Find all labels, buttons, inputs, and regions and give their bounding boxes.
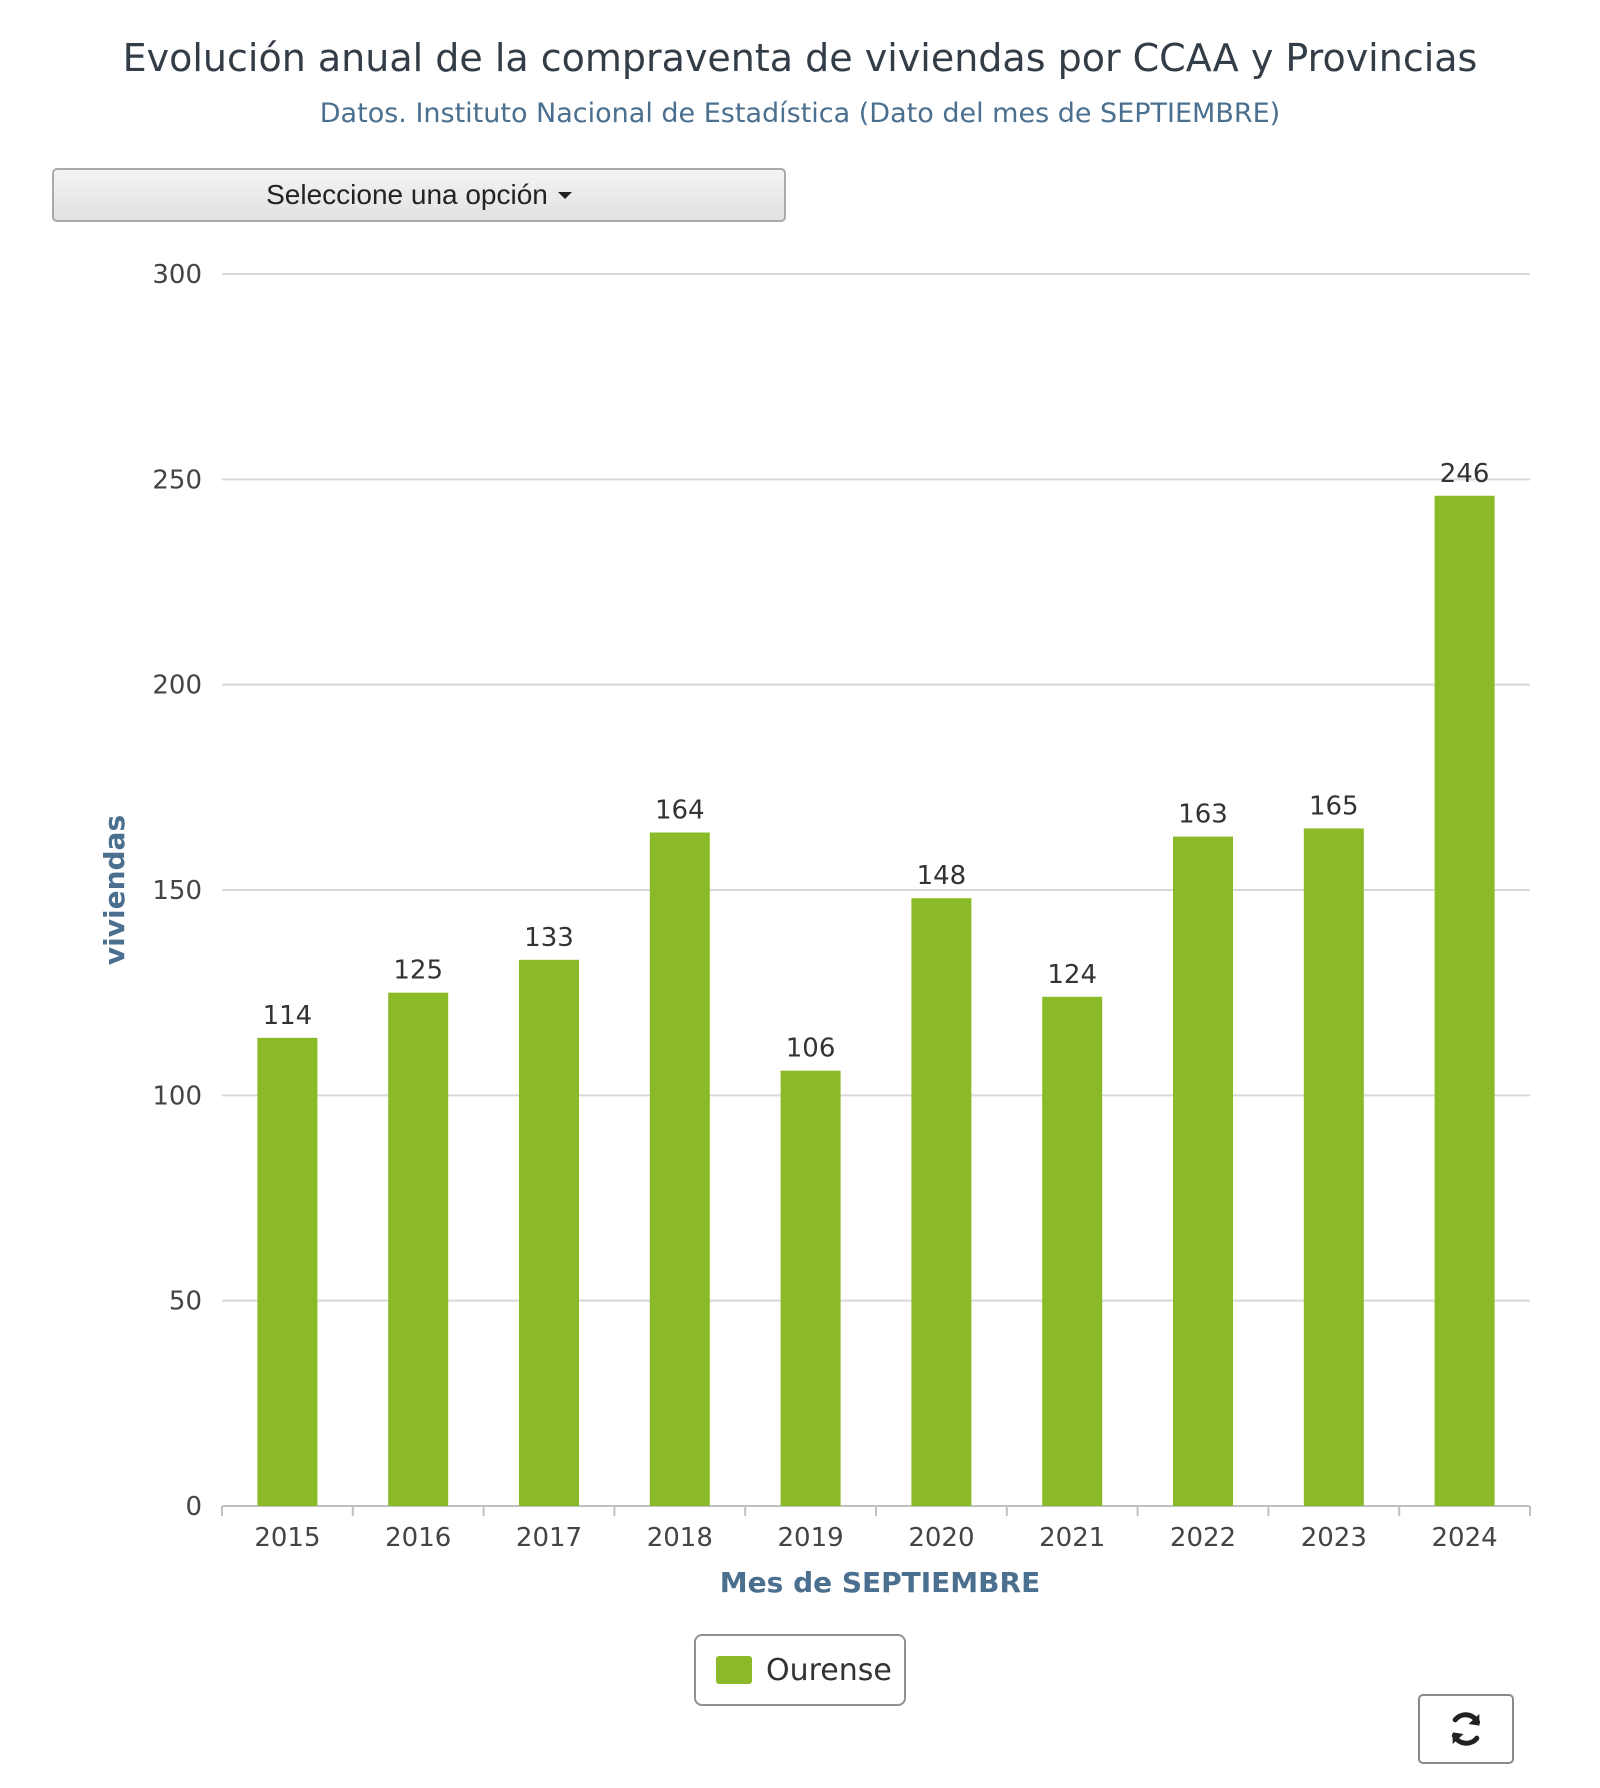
chart-subtitle: Datos. Instituto Nacional de Estadística… <box>319 98 1281 129</box>
y-axis-title: viviendas <box>98 815 131 965</box>
y-tick-label: 100 <box>152 1081 202 1111</box>
bar <box>780 1070 841 1506</box>
y-tick-label: 50 <box>169 1287 202 1317</box>
refresh-button[interactable] <box>1418 1694 1514 1764</box>
x-tick-label: 2024 <box>1432 1523 1498 1553</box>
legend-swatch <box>716 1656 752 1684</box>
data-label: 163 <box>1178 800 1228 830</box>
x-axis-title: Mes de SEPTIEMBRE <box>720 1566 1040 1599</box>
bar <box>1434 495 1495 1506</box>
legend-label: Ourense <box>766 1652 892 1688</box>
bar <box>257 1037 318 1506</box>
bar <box>1303 828 1364 1506</box>
bar <box>649 832 710 1506</box>
chart-title: Evolución anual de la compraventa de viv… <box>122 36 1478 80</box>
data-label: 106 <box>786 1034 836 1064</box>
x-tick-label: 2016 <box>385 1523 451 1553</box>
bar <box>1173 836 1233 1506</box>
data-label: 246 <box>1440 459 1490 489</box>
data-label: 133 <box>524 923 574 953</box>
bar <box>388 992 449 1506</box>
x-tick-label: 2017 <box>516 1523 582 1553</box>
y-tick-label: 250 <box>152 465 202 495</box>
data-label: 124 <box>1047 960 1097 990</box>
caret-down-icon <box>557 191 572 199</box>
x-tick-label: 2022 <box>1170 1523 1236 1553</box>
data-label: 164 <box>655 796 705 826</box>
bar <box>519 959 579 1506</box>
data-label: 114 <box>263 1001 313 1031</box>
y-tick-label: 150 <box>152 876 202 906</box>
data-label: 148 <box>917 861 967 891</box>
refresh-icon <box>1451 1712 1481 1746</box>
x-tick-label: 2020 <box>908 1523 974 1553</box>
x-tick-label: 2023 <box>1301 1523 1367 1553</box>
x-tick-label: 2018 <box>647 1523 713 1553</box>
bar <box>911 898 972 1506</box>
data-label: 165 <box>1309 791 1359 821</box>
y-tick-label: 200 <box>152 671 202 701</box>
dropdown-label: Seleccione una opción <box>266 179 548 210</box>
x-tick-label: 2015 <box>254 1523 320 1553</box>
bar-chart: 0 50 100 150 200 250 300 114 2015 125 2016 133 2017 1… <box>98 260 1531 1599</box>
y-tick-label: 0 <box>185 1492 202 1522</box>
x-tick-label: 2021 <box>1039 1523 1105 1553</box>
y-tick-label: 300 <box>152 260 202 290</box>
data-label: 125 <box>393 956 443 986</box>
x-tick-label: 2019 <box>778 1523 844 1553</box>
legend-item-ourense[interactable]: Ourense <box>694 1634 906 1706</box>
bar <box>1042 996 1103 1506</box>
select-option-dropdown[interactable]: Seleccione una opción <box>52 168 786 222</box>
